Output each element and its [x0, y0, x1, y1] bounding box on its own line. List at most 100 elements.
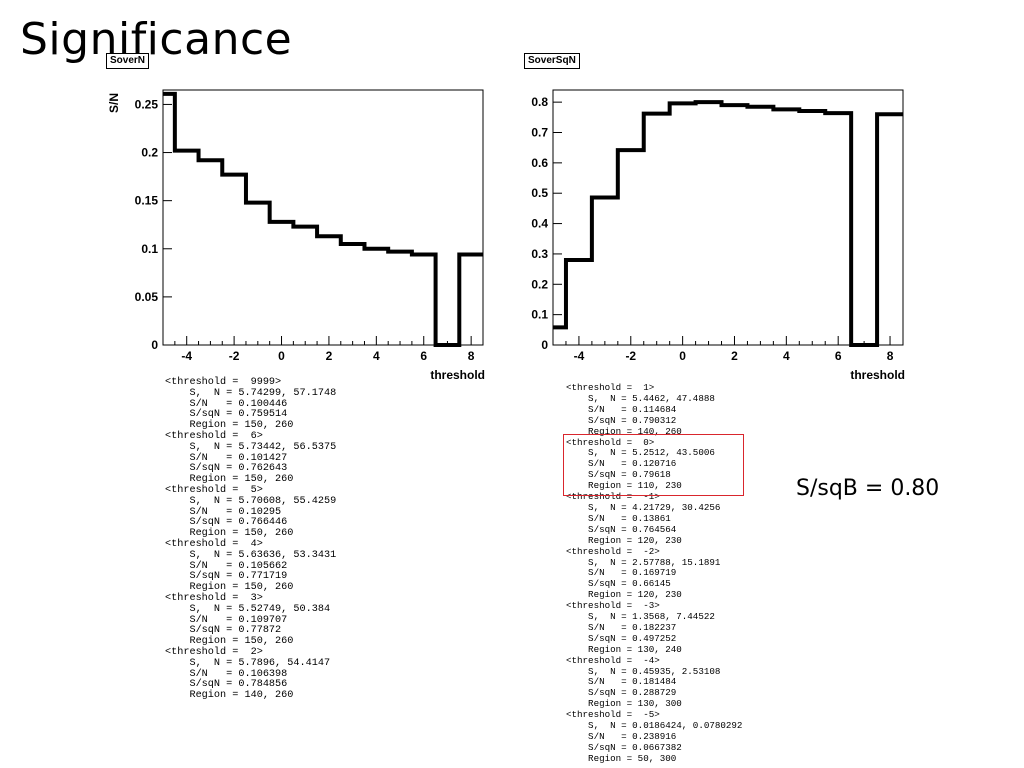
- soversqn-histogram-svg: -4-20246800.10.20.30.40.50.60.70.8S/√Nth…: [497, 89, 905, 382]
- output-line: Region = 130, 240: [566, 643, 682, 655]
- x-axis-label: threshold: [850, 368, 905, 382]
- threshold-header: <threshold = -1>: [566, 491, 660, 503]
- output-line: Region = 150, 260: [165, 420, 294, 432]
- y-tick-label: 0.4: [531, 217, 548, 231]
- output-line: S/N = 0.114684: [566, 403, 677, 415]
- threshold-header: <threshold = -4>: [566, 654, 660, 666]
- output-line: S/sqN = 0.790312: [566, 414, 677, 426]
- x-tick-label: 8: [887, 349, 894, 363]
- output-line: S/sqN = 0.759514: [165, 409, 288, 421]
- x-tick-label: 6: [835, 349, 842, 363]
- output-line: Region = 120, 230: [566, 534, 682, 546]
- output-line: Region = 140, 260: [165, 690, 294, 702]
- y-tick-label: 0: [541, 338, 548, 352]
- output-line: S/N = 0.100446: [165, 398, 288, 410]
- soversqn-histogram: -4-20246800.10.20.30.40.50.60.70.8S/√Nth…: [497, 50, 915, 395]
- histogram-tag-soversqn: SoverSqN: [524, 53, 580, 69]
- output-line: S, N = 5.2512, 43.5006: [566, 447, 715, 459]
- plot-frame: [162, 89, 484, 346]
- output-line: S/sqN = 0.0667382: [566, 741, 682, 753]
- histogram-step-line: [163, 91, 483, 347]
- x-tick-label: 6: [420, 349, 427, 363]
- output-line: S, N = 2.57788, 15.1891: [566, 556, 721, 568]
- slide-title: Significance: [20, 14, 293, 65]
- output-line: Region = 140, 260: [566, 425, 682, 437]
- x-tick-label: 4: [783, 349, 790, 363]
- output-line: S, N = 5.74299, 57.1748: [165, 387, 337, 399]
- x-tick-label: -2: [229, 349, 240, 363]
- console-output-right: <threshold = 1> S, N = 5.4462, 47.4888 S…: [566, 382, 743, 765]
- threshold-header: <threshold = -3>: [566, 600, 660, 612]
- y-tick-label: 0.5: [531, 186, 548, 200]
- y-tick-label: 0.8: [531, 95, 548, 109]
- output-line: S, N = 0.0186424, 0.0780292: [566, 720, 743, 732]
- y-tick-label: 0.1: [141, 242, 158, 256]
- threshold-header: <threshold = 6>: [165, 430, 263, 442]
- x-tick-label: -2: [625, 349, 636, 363]
- output-line: S, N = 5.52749, 50.384: [165, 603, 331, 615]
- x-axis-label: threshold: [430, 368, 485, 382]
- y-axis-label: S/N: [107, 93, 121, 113]
- y-tick-label: 0.2: [141, 146, 158, 160]
- threshold-header: <threshold = -5>: [566, 709, 660, 721]
- significance-note: S/sqB = 0.80: [796, 476, 940, 501]
- x-tick-label: 4: [373, 349, 380, 363]
- output-line: S/N = 0.169719: [566, 567, 677, 579]
- output-line: Region = 150, 260: [165, 474, 294, 486]
- y-tick-label: 0.15: [135, 194, 159, 208]
- output-line: S, N = 1.3568, 7.44522: [566, 611, 715, 623]
- output-line: S/sqN = 0.762643: [165, 463, 288, 475]
- output-line: S/sqN = 0.66145: [566, 578, 671, 590]
- output-line: S/sqN = 0.79618: [566, 469, 671, 481]
- y-tick-label: 0: [151, 338, 158, 352]
- highlight-box: [563, 434, 744, 496]
- output-line: S/N = 0.106398: [165, 668, 288, 680]
- output-line: S/sqN = 0.784856: [165, 679, 288, 691]
- sovern-histogram-svg: -4 -2 0 2 4 6 8 0 0.05 0.1 0.15 0.2 0.25 S/N threshold: [107, 89, 485, 382]
- x-tick-label: 2: [731, 349, 738, 363]
- output-line: S/N = 0.120716: [566, 458, 677, 470]
- output-line: Region = 50, 300: [566, 752, 677, 764]
- output-line: Region = 150, 260: [165, 528, 294, 540]
- output-line: S/N = 0.101427: [165, 452, 288, 464]
- histogram-tag-sovern: SoverN: [106, 53, 150, 69]
- threshold-header: <threshold = 0>: [566, 436, 655, 448]
- output-line: S/N = 0.181484: [566, 676, 677, 688]
- output-line: S, N = 5.73442, 56.5375: [165, 441, 337, 453]
- threshold-header: <threshold = -2>: [566, 545, 660, 557]
- threshold-header: <threshold = 1>: [566, 382, 655, 393]
- plot-frame: [552, 89, 904, 346]
- output-line: S/sqN = 0.497252: [566, 632, 677, 644]
- x-tick-label: 0: [679, 349, 686, 363]
- output-line: S, N = 5.4462, 47.4888: [566, 392, 715, 404]
- output-line: S/sqN = 0.288729: [566, 687, 677, 699]
- histogram-step-line: [553, 100, 903, 347]
- output-line: S, N = 5.7896, 54.4147: [165, 657, 331, 669]
- x-tick-label: -4: [574, 349, 585, 363]
- output-line: S, N = 5.63636, 53.3431: [165, 549, 337, 561]
- x-tick-label: 0: [278, 349, 285, 363]
- output-line: Region = 150, 260: [165, 582, 294, 594]
- threshold-header: <threshold = 2>: [165, 646, 263, 658]
- y-tick-label: 0.6: [531, 156, 548, 170]
- output-line: S/sqN = 0.766446: [165, 517, 288, 529]
- output-line: S/sqN = 0.764564: [566, 523, 677, 535]
- x-tick-label: -4: [181, 349, 192, 363]
- console-output-left: <threshold = 9999> S, N = 5.74299, 57.17…: [165, 377, 337, 702]
- output-line: S/N = 0.109707: [165, 614, 288, 626]
- y-tick-label: 0.7: [531, 126, 548, 140]
- output-line: Region = 120, 230: [566, 589, 682, 601]
- output-line: S/N = 0.182237: [566, 621, 677, 633]
- output-line: S, N = 4.21729, 30.4256: [566, 501, 721, 513]
- x-tick-label: 8: [468, 349, 475, 363]
- output-line: S/sqN = 0.771719: [165, 571, 288, 583]
- y-tick-label: 0.05: [135, 290, 159, 304]
- output-line: Region = 130, 300: [566, 698, 682, 710]
- output-line: S, N = 0.45935, 2.53108: [566, 665, 721, 677]
- y-tick-label: 0.25: [135, 97, 159, 111]
- output-line: S/N = 0.105662: [165, 560, 288, 572]
- y-tick-label: 0.1: [531, 308, 548, 322]
- output-line: S/N = 0.238916: [566, 731, 677, 742]
- output-line: S/sqN = 0.77872: [165, 625, 282, 637]
- threshold-header: <threshold = 4>: [165, 538, 263, 550]
